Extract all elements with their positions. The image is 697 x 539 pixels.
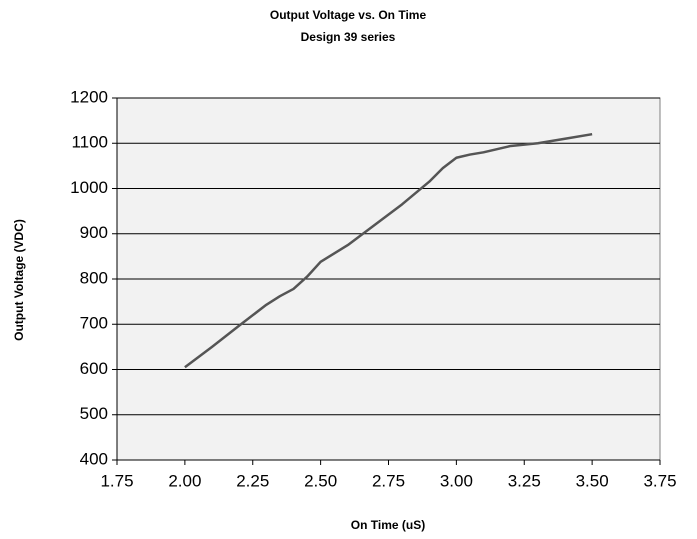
y-tick-label: 1100: [71, 133, 108, 152]
x-tick-label: 3.50: [576, 471, 609, 490]
x-axis-label: On Time (uS): [351, 518, 425, 532]
y-tick-label: 800: [80, 268, 108, 287]
x-tick-label: 2.50: [304, 471, 337, 490]
x-tick-label: 1.75: [100, 471, 133, 490]
x-tick-label: 3.75: [643, 471, 676, 490]
chart-title: Output Voltage vs. On Time: [270, 8, 427, 22]
x-tick-label: 3.25: [508, 471, 541, 490]
y-tick-label: 700: [80, 314, 108, 333]
y-tick-label: 400: [80, 449, 108, 468]
y-axis-label: Output Voltage (VDC): [12, 219, 26, 341]
x-tick-label: 3.00: [440, 471, 473, 490]
y-tick-label: 1000: [70, 178, 108, 197]
chart-subtitle: Design 39 series: [301, 30, 396, 44]
x-tick-label: 2.75: [372, 471, 405, 490]
data-line: [184, 132, 593, 369]
y-tick-label: 600: [80, 359, 108, 378]
y-tick-label: 500: [80, 404, 108, 423]
y-tick-label: 900: [80, 223, 108, 242]
x-tick-label: 2.25: [236, 471, 269, 490]
x-tick-label: 2.00: [168, 471, 201, 490]
y-tick-label: 1200: [70, 87, 108, 106]
